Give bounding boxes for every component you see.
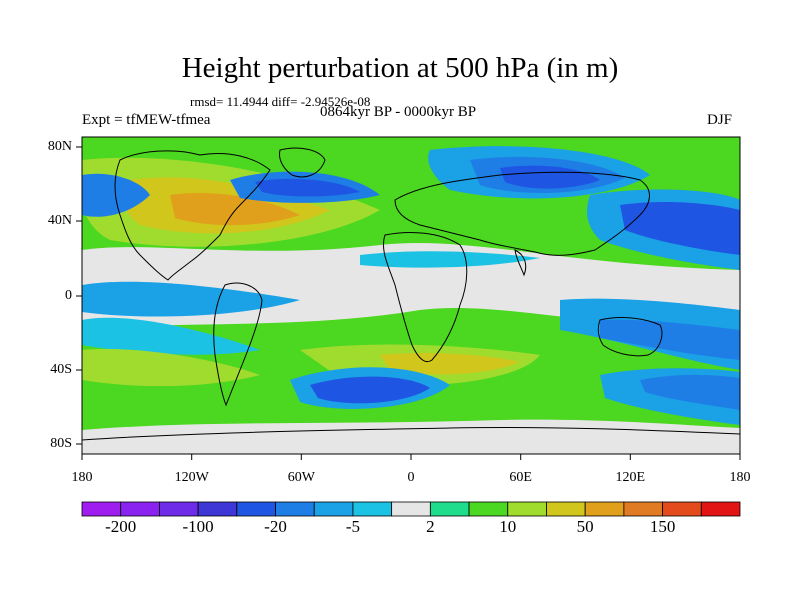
axis-ticks [76,146,741,460]
x-tick-label: 120E [615,470,646,485]
colorbar-label: 10 [499,517,517,536]
season-label: DJF [707,112,733,128]
x-tick-label: 60E [509,470,532,485]
y-tick-label: 40S [50,362,72,377]
colorbar-swatch [391,501,431,517]
plot-title: Height perturbation at 500 hPa (in m) [181,52,619,84]
coastlines [82,147,740,441]
colorbar-swatch [700,501,741,517]
colorbar-swatch [197,501,238,517]
colorbar-swatch [159,501,199,517]
y-tick-label: 80S [50,436,72,451]
colorbar-swatch [546,501,586,517]
colorbar-swatch [236,501,276,517]
colorbar [81,501,741,517]
x-tick-label: 0 [407,470,415,485]
colorbar-swatch [352,501,393,517]
x-tick-label: 180 [71,470,93,485]
contour-field [82,137,740,454]
colorbar-label: -5 [345,517,361,536]
colorbar-swatch [313,501,354,517]
colorbar-swatch [275,501,315,517]
colorbar-label: -100 [182,517,214,536]
stats-line: rmsd= 11.4944 diff= -2.94526e-08 [190,94,371,109]
y-tick-label: 80N [47,139,72,154]
colorbar-swatch [623,501,663,517]
y-tick-label: 0 [65,288,72,303]
colorbar-label: 2 [426,517,435,536]
y-tick-label: 40N [47,213,72,228]
colorbar-swatch [468,501,509,517]
colorbar-swatch [120,501,160,517]
colorbar-label: -20 [264,517,287,536]
colorbar-label: 50 [576,517,594,536]
colorbar-swatch [81,501,122,517]
colorbar-label: 150 [649,517,676,536]
colorbar-swatch [507,501,547,517]
x-tick-label: 60W [287,470,315,485]
colorbar-swatch [584,501,625,517]
x-tick-label: 180 [729,470,751,485]
colorbar-swatch [429,501,470,517]
experiment-label: Expt = tfMEW-tfmea [82,112,211,128]
colorbar-swatch [662,501,702,517]
colorbar-label: -200 [105,517,137,536]
x-tick-label: 120W [174,470,209,485]
period-label: 0864kyr BP - 0000kyr BP [320,104,477,120]
